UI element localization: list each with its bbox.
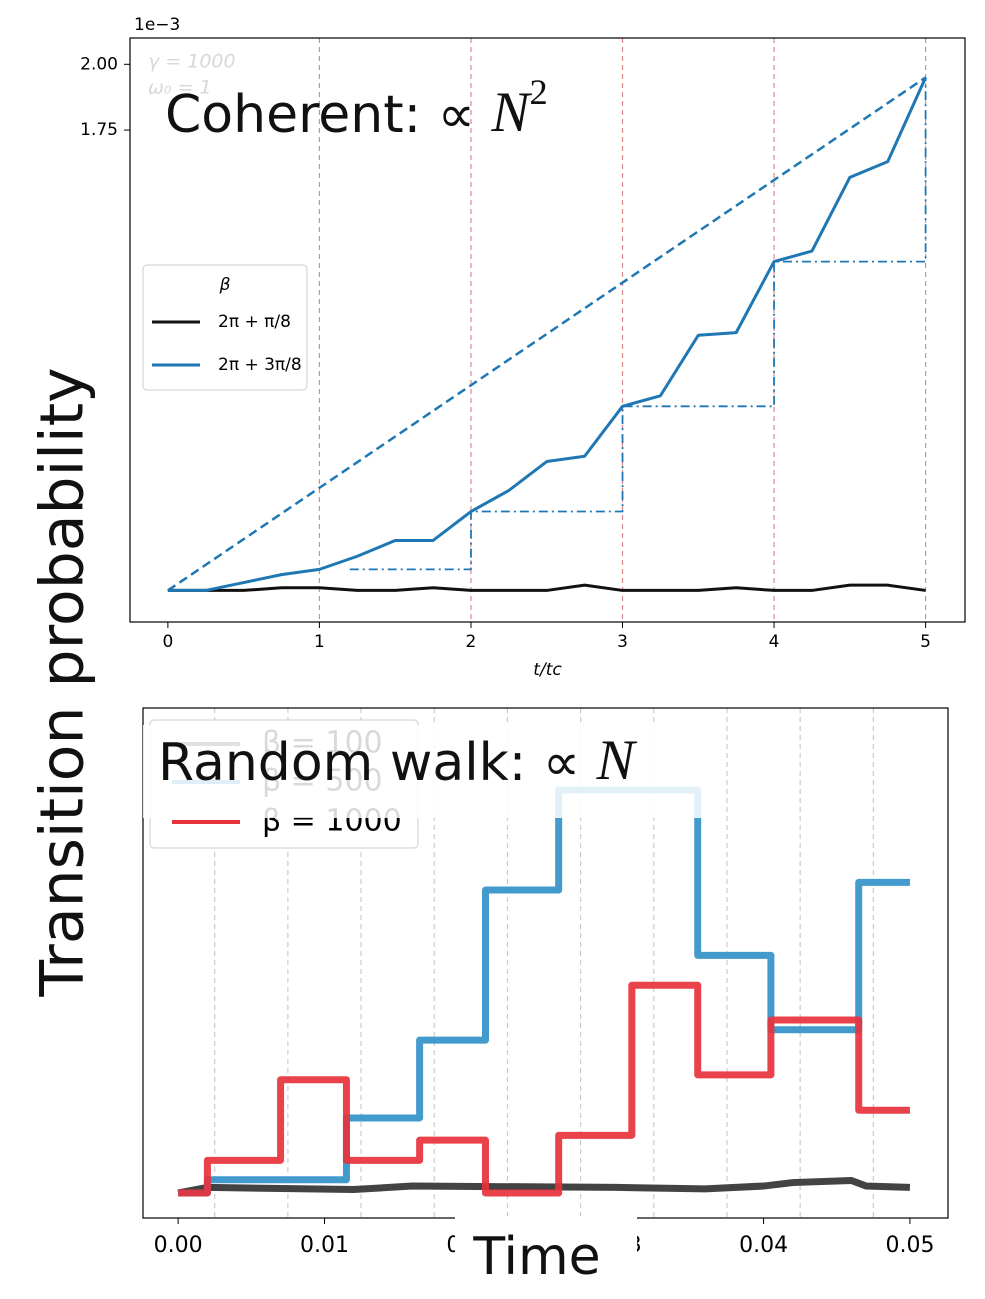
legend-label: 2π + π/8 <box>218 312 291 332</box>
x-tick-label: 0.00 <box>154 1233 203 1258</box>
x-tick-label: 5 <box>920 632 931 652</box>
step-line <box>349 77 927 571</box>
series-line <box>178 981 910 1197</box>
x-tick-label: 3 <box>617 632 628 652</box>
parameter-text: γ = 1000 <box>148 51 236 73</box>
x-axis-label: Time <box>472 1227 600 1287</box>
annotation: Random walk: ∝ N <box>158 729 638 793</box>
legend-title: β <box>219 275 231 295</box>
series-line <box>177 1176 911 1197</box>
annotation-math: N <box>490 81 532 144</box>
x-tick-label: 0.01 <box>300 1233 349 1258</box>
x-tick-label: 2 <box>466 632 477 652</box>
series-line <box>167 583 926 592</box>
series-line <box>178 786 910 1197</box>
legend-label: 2π + 3π/8 <box>218 355 302 375</box>
y-axis-label: Transition probability <box>28 367 98 997</box>
y-tick-label: 1.75 <box>80 120 118 140</box>
annotation-superscript: 2 <box>530 72 548 112</box>
legend-box <box>142 264 308 391</box>
annotation-backdrop <box>143 725 720 818</box>
series-line <box>167 76 927 592</box>
annotation-math: N <box>596 729 638 792</box>
x-tick-label: 0.05 <box>885 1233 934 1258</box>
trend-line <box>167 76 927 592</box>
x-label-backdrop <box>455 1216 637 1299</box>
x-tick-label: 4 <box>769 632 780 652</box>
y-tick-label: 2.00 <box>80 54 118 74</box>
annotation: Coherent: ∝ N2 <box>165 72 548 145</box>
x-tick-label: 0.04 <box>739 1233 788 1258</box>
parameter-text: ω₀ = 1 <box>148 77 212 99</box>
annotation-text: Coherent: ∝ <box>165 85 491 145</box>
plot-frame <box>129 37 966 623</box>
offset-text: 1e−3 <box>134 15 180 35</box>
annotation-text: Random walk: ∝ <box>158 733 597 793</box>
x-tick-label: 0 <box>162 632 173 652</box>
x-tick-label: 1 <box>314 632 325 652</box>
x-axis-label: t/tc <box>533 660 562 680</box>
